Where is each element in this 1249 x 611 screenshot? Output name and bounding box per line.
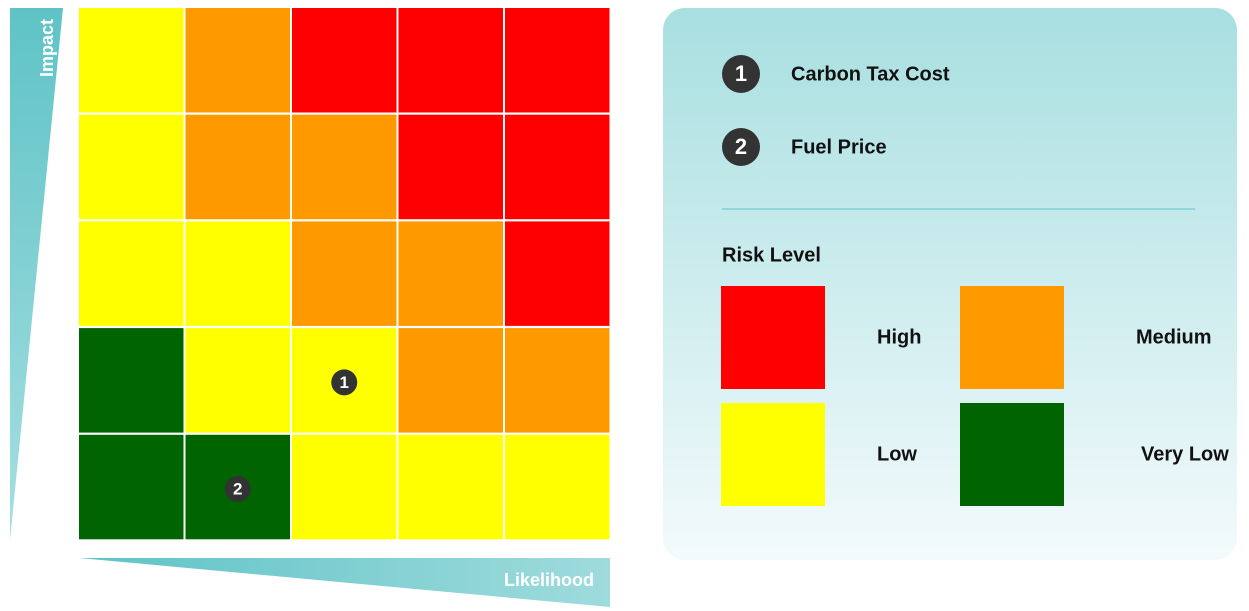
matrix-cell <box>398 221 503 326</box>
matrix-cell <box>398 8 503 113</box>
matrix-cell <box>505 328 610 433</box>
matrix-cell <box>185 114 290 220</box>
legend-level-name: Very Low <box>1141 443 1229 465</box>
matrix-cell <box>398 434 503 540</box>
risk-marker-label: 2 <box>233 480 242 499</box>
matrix-cell <box>292 8 397 113</box>
matrix-cell <box>79 114 184 220</box>
impact-mask <box>10 8 63 540</box>
legend-risk-name: Fuel Price <box>791 136 887 158</box>
matrix-cell <box>398 328 503 433</box>
impact-label: Impact <box>37 19 57 77</box>
matrix-cell <box>505 221 610 326</box>
legend-swatch <box>721 286 825 389</box>
risk-marker <box>224 476 251 503</box>
matrix-cell <box>398 114 503 220</box>
legend-risk-name: Carbon Tax Cost <box>791 63 950 85</box>
matrix-cell <box>505 114 610 220</box>
matrix-cell <box>79 8 184 113</box>
legend-level-name: High <box>877 326 921 348</box>
legend-marker <box>722 128 760 166</box>
likelihood-label: Likelihood <box>504 570 594 590</box>
legend-title: Risk Level <box>722 244 821 266</box>
matrix-cell <box>79 221 184 326</box>
matrix-cell <box>292 221 397 326</box>
matrix-cell <box>185 8 290 113</box>
likelihood-bar <box>79 558 610 607</box>
matrix-cell <box>505 8 610 113</box>
legend-marker-label: 1 <box>735 61 747 86</box>
matrix-cell <box>505 434 610 540</box>
legend-swatch <box>960 403 1064 506</box>
risk-marker-label: 1 <box>340 373 349 392</box>
matrix-cell <box>79 434 184 540</box>
matrix-cell <box>292 434 397 540</box>
legend-level-name: Medium <box>1136 326 1212 348</box>
legend-level-name: Low <box>877 443 917 465</box>
matrix-cell <box>185 328 290 433</box>
legend-marker <box>722 55 760 93</box>
legend-swatch <box>721 403 825 506</box>
legend-marker-label: 2 <box>735 134 747 159</box>
matrix-cell <box>185 221 290 326</box>
risk-marker <box>331 369 358 396</box>
legend-swatch <box>960 286 1064 389</box>
matrix-cell <box>79 328 184 433</box>
matrix-cell <box>292 114 397 220</box>
